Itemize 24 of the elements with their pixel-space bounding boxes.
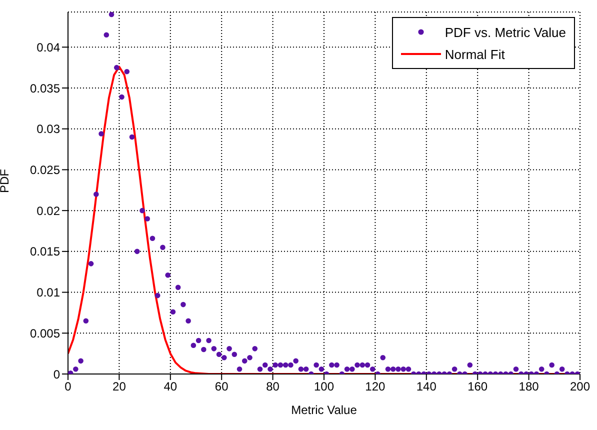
x-tick-label: 200 (570, 380, 590, 394)
x-tick-label: 40 (164, 380, 178, 394)
x-tick-label: 0 (64, 380, 72, 394)
y-tick-label: 0.035 (30, 81, 60, 96)
x-tick-label: 120 (365, 380, 386, 394)
x-tick-label: 160 (468, 380, 488, 394)
x-tick-label: 100 (314, 380, 334, 394)
x-axis-title: Metric Value (291, 403, 358, 417)
y-tick-label: 0 (53, 367, 60, 382)
x-tick-label: 180 (518, 380, 540, 394)
y-axis-title: PDF (0, 169, 12, 193)
x-tick-label: 140 (416, 380, 437, 394)
y-tick-label: 0.03 (36, 122, 60, 136)
y-tick-label: 0.01 (36, 286, 60, 300)
y-tick-label: 0.02 (36, 204, 60, 218)
y-tick-label: 0.04 (36, 40, 60, 54)
x-tick-label: 80 (266, 380, 280, 394)
y-tick-label: 0.025 (30, 162, 60, 177)
y-tick-label: 0.015 (30, 244, 60, 259)
legend-label: Normal Fit (444, 46, 505, 62)
x-tick-label: 20 (112, 380, 126, 394)
y-tick-label: 0.005 (30, 326, 60, 340)
x-tick-label: 60 (214, 380, 229, 394)
legend-label: PDF vs. Metric Value (444, 24, 566, 40)
